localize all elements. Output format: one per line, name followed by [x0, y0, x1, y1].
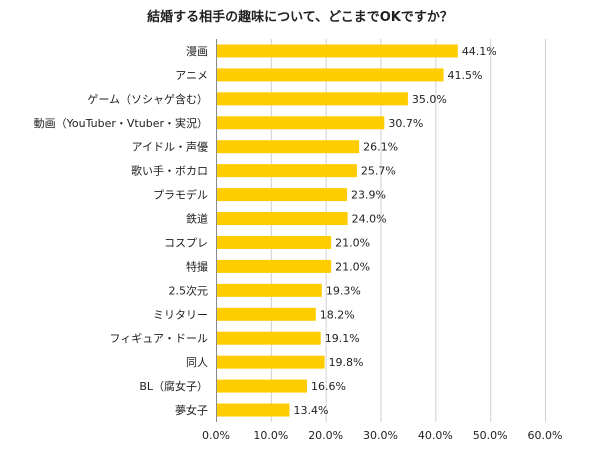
category-label: 同人 — [186, 356, 208, 369]
category-label: BL（腐女子） — [139, 379, 208, 393]
bar — [217, 379, 308, 393]
category-label: 漫画 — [186, 44, 208, 58]
x-tick-label: 40.0% — [418, 429, 453, 442]
category-label: プラモデル — [153, 188, 208, 202]
data-label: 26.1% — [363, 141, 398, 154]
data-label: 44.1% — [462, 45, 497, 58]
bar — [217, 283, 322, 297]
data-label: 35.0% — [412, 93, 447, 106]
x-tick-label: 0.0% — [202, 429, 230, 442]
bar — [217, 116, 385, 130]
x-tick-label: 60.0% — [528, 429, 563, 442]
bar — [217, 92, 408, 106]
category-label: 鉄道 — [186, 212, 208, 226]
category-label: コスプレ — [164, 236, 208, 249]
category-label: 特撮 — [186, 259, 208, 273]
data-label: 30.7% — [388, 117, 423, 130]
bar — [217, 164, 357, 178]
data-label: 24.0% — [352, 213, 387, 226]
category-label: アイドル・声優 — [132, 140, 208, 154]
chart-title: 結婚する相手の趣味について、どこまでOKですか？ — [147, 9, 453, 25]
data-label: 19.1% — [325, 332, 360, 345]
bar — [217, 403, 290, 417]
data-label: 19.3% — [326, 284, 361, 297]
data-label: 16.6% — [311, 380, 346, 393]
category-label: 歌い手・ボカロ — [131, 164, 208, 178]
data-label: 23.9% — [351, 189, 386, 202]
x-tick-label: 10.0% — [253, 429, 288, 442]
bar — [217, 68, 444, 82]
bar — [217, 140, 360, 154]
x-tick-label: 50.0% — [473, 429, 508, 442]
bars — [217, 44, 458, 417]
data-label: 18.2% — [320, 308, 355, 321]
data-label: 13.4% — [293, 404, 328, 417]
bar — [217, 331, 321, 345]
bar — [217, 44, 458, 58]
data-label: 21.0% — [335, 260, 370, 273]
category-label: 2.5次元 — [169, 283, 209, 297]
x-tick-labels: 0.0% 10.0% 20.0% 30.0% 40.0% 50.0% 60.0% — [202, 429, 562, 442]
x-tick-label: 30.0% — [363, 429, 398, 442]
bar — [217, 235, 332, 249]
category-label: ミリタリー — [153, 308, 208, 321]
bar — [217, 355, 325, 369]
bar — [217, 212, 348, 226]
category-label: フィギュア・ドール — [109, 332, 208, 345]
bar — [217, 188, 348, 202]
data-label: 19.8% — [329, 356, 364, 369]
data-label: 41.5% — [448, 69, 483, 82]
value-labels: 44.1% 41.5%35.0% 30.7% 26.1% 25.7% 23.9% 24.0%… — [293, 45, 496, 417]
category-label: 夢女子 — [175, 403, 208, 417]
category-label: アニメ — [175, 69, 208, 82]
bar — [217, 259, 332, 273]
data-label: 25.7% — [361, 165, 396, 178]
data-label: 21.0% — [335, 236, 370, 249]
category-label: ゲーム（ソシャゲ含む） — [87, 92, 208, 106]
category-label: 動画（YouTuber・Vtuber・実況） — [34, 116, 208, 130]
bar — [217, 307, 316, 321]
x-tick-label: 20.0% — [308, 429, 343, 442]
